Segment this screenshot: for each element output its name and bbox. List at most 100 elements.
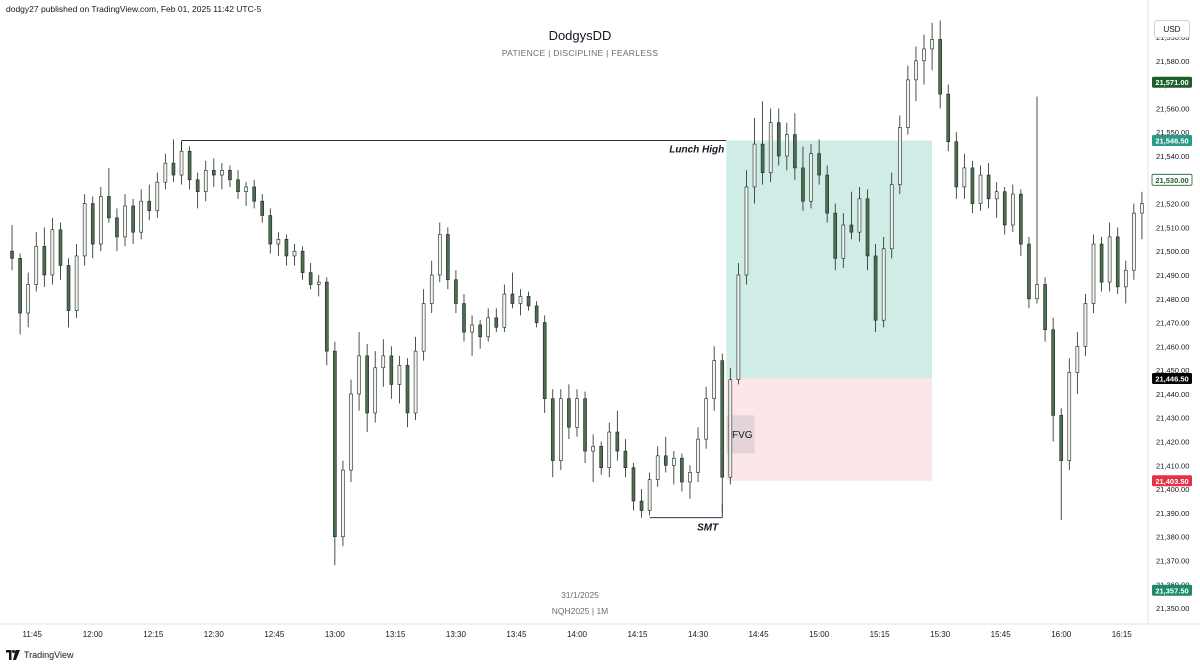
candle-up <box>688 472 692 483</box>
candle-down <box>228 169 232 181</box>
candle-up <box>1132 212 1136 271</box>
candle-up <box>276 238 281 245</box>
candle-up <box>768 122 773 173</box>
x-tick-label: 12:00 <box>83 630 104 639</box>
x-tick-label: 12:15 <box>143 630 164 639</box>
candle-up <box>437 234 442 276</box>
candle-down <box>147 200 152 212</box>
candle-down <box>252 186 256 202</box>
candle-down <box>680 457 684 483</box>
candle-down <box>1059 415 1064 461</box>
candle-up <box>655 455 660 480</box>
time-axis[interactable]: 11:45 12:00 12:15 12:30 12:45 13:00 13:15 13:30… <box>22 630 1132 639</box>
candle-up <box>906 79 910 128</box>
candle-down <box>760 143 765 173</box>
chart-title: DodgysDD <box>548 28 612 43</box>
candle-up <box>341 469 345 538</box>
candle-down <box>615 431 620 452</box>
candle-down <box>793 134 797 169</box>
candle-up <box>139 200 143 233</box>
smt-label: SMT <box>697 523 719 534</box>
y-tick-label: 21,500.00 <box>1156 247 1189 256</box>
candle-up <box>50 229 55 276</box>
annotations: Lunch High SMT iFVG <box>181 140 755 534</box>
x-tick-label: 15:30 <box>930 630 951 639</box>
candle-up <box>922 48 926 62</box>
x-tick-label: 14:15 <box>627 630 648 639</box>
candle-down <box>1051 329 1055 416</box>
candle-up <box>203 169 208 192</box>
candle-down <box>720 360 725 478</box>
y-tick-label: 21,520.00 <box>1156 200 1189 209</box>
position-zones <box>726 140 933 481</box>
ifvg-label: iFVG <box>730 430 753 441</box>
currency-button[interactable]: USD <box>1154 20 1190 38</box>
candle-up <box>672 457 676 466</box>
tradingview-logo[interactable]: TradingView <box>6 649 74 661</box>
candle-up <box>785 134 789 157</box>
candle-down <box>494 317 499 328</box>
candle-up <box>575 398 579 428</box>
candle-down <box>631 467 636 502</box>
candle-down <box>986 174 991 200</box>
candle-up <box>744 186 749 276</box>
candle-down <box>1027 243 1031 300</box>
target-zone <box>726 140 933 379</box>
y-tick-label: 21,380.00 <box>1156 533 1189 542</box>
price-axis[interactable]: 21,590.0021,580.0021,570.0021,560.0021,5… <box>1156 33 1189 613</box>
candle-up <box>736 274 741 380</box>
candle-down <box>1115 236 1120 288</box>
candle-up <box>244 186 248 192</box>
price-label-box <box>1152 76 1192 88</box>
candle-up <box>696 438 700 473</box>
chart-subtitle: PATIENCE | DISCIPLINE | FEARLESS <box>501 48 659 58</box>
candle-up <box>1140 203 1144 214</box>
y-tick-label: 21,370.00 <box>1156 557 1189 566</box>
candle-down <box>1019 193 1023 245</box>
candle-down <box>333 350 337 538</box>
candle-down <box>567 398 571 428</box>
y-tick-label: 21,350.00 <box>1156 604 1189 613</box>
y-tick-label: 21,420.00 <box>1156 438 1189 447</box>
candle-up <box>316 281 321 285</box>
price-label-box <box>1152 584 1192 596</box>
y-tick-label: 21,510.00 <box>1156 223 1189 232</box>
x-tick-label: 14:00 <box>567 630 588 639</box>
candle-down <box>534 305 539 323</box>
candle-down <box>1099 243 1104 283</box>
symbol-interval: NQH2025 | 1M <box>551 606 609 616</box>
price-label-box <box>1152 135 1192 147</box>
candle-down <box>550 398 555 461</box>
candle-down <box>10 250 14 259</box>
candle-down <box>825 174 829 214</box>
candle-down <box>405 365 410 414</box>
candle-up <box>704 398 708 440</box>
price-label-text: 21,446.50 <box>1155 374 1188 383</box>
candle-up <box>179 150 184 176</box>
candle-up <box>607 431 612 469</box>
candle-up <box>349 393 353 471</box>
candle-up <box>357 355 361 395</box>
candle-up <box>518 296 523 304</box>
y-tick-label: 21,430.00 <box>1156 414 1189 423</box>
candle-down <box>389 355 394 385</box>
candle-up <box>978 174 983 204</box>
candle-down <box>833 212 838 259</box>
candle-down <box>938 39 942 95</box>
candle-up <box>421 303 426 352</box>
candles <box>10 20 1144 566</box>
candle-down <box>236 179 240 192</box>
x-tick-label: 15:15 <box>870 630 891 639</box>
candle-up <box>26 284 30 314</box>
y-tick-label: 21,460.00 <box>1156 342 1189 351</box>
y-tick-label: 21,550.00 <box>1156 128 1189 137</box>
x-tick-label: 12:45 <box>264 630 285 639</box>
candle-down <box>365 355 369 414</box>
candle-down <box>90 203 95 245</box>
candle-down <box>526 296 531 307</box>
candle-down <box>212 169 216 176</box>
candle-down <box>510 293 515 304</box>
candle-down <box>58 229 63 266</box>
x-tick-label: 13:15 <box>385 630 406 639</box>
